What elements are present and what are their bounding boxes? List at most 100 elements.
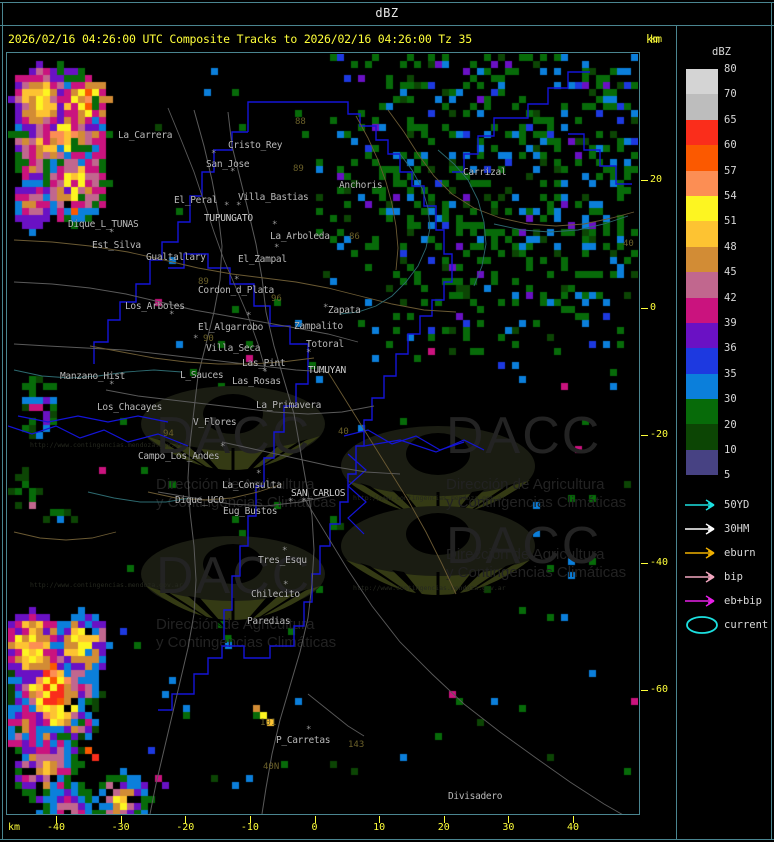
place-label: Chilecito	[251, 589, 300, 600]
frame-line-top	[0, 2, 774, 3]
place-label: Divisadero	[448, 791, 503, 802]
radar-map[interactable]: DACC DACC DACC DACC Dirección de Agricul…	[8, 54, 638, 814]
place-label: L_Sauces	[180, 370, 224, 381]
place-marker-icon: *	[272, 220, 278, 230]
colorbar-tick-label: 57	[724, 164, 737, 177]
place-label: Gualtallary	[146, 252, 206, 263]
legend-label: 30HM	[724, 523, 750, 535]
colorbar-tick-label: 30	[724, 393, 737, 406]
legend-row	[684, 616, 722, 636]
place-label: Anchoris	[339, 180, 383, 191]
place-label: Zampalito	[294, 321, 343, 332]
colorbar-tick-label: 51	[724, 215, 737, 228]
place-marker-icon: *	[306, 725, 312, 735]
place-label: Las_Pint	[242, 358, 286, 369]
road-number-label: 88	[295, 117, 306, 127]
x-axis-tick	[249, 816, 251, 823]
colorbar-segment	[686, 322, 718, 349]
x-axis-tick-label: -40	[47, 822, 66, 833]
place-label: TUMUYAN	[308, 365, 346, 376]
colorbar-segment	[686, 195, 718, 222]
colorbar-tick-label: 42	[724, 291, 737, 304]
road-number-label: 40	[338, 427, 349, 437]
y-axis-tick	[641, 562, 648, 564]
legend-row	[684, 496, 722, 516]
place-label: Totoral	[306, 339, 344, 350]
y-axis-tick-label: -60	[650, 684, 669, 695]
x-axis-tick-label: 40	[567, 822, 580, 833]
road-number-label: 96	[271, 294, 282, 304]
y-axis-tick-label: 0	[650, 301, 657, 313]
road-number-label: 101	[260, 718, 277, 728]
y-axis-tick	[641, 307, 648, 309]
place-label: Manzano_Hist	[60, 371, 126, 382]
legend-label: 50YD	[724, 499, 750, 511]
x-axis-tick	[379, 816, 381, 823]
legend-label: bip	[724, 571, 743, 583]
x-axis-tick-label: 30	[502, 822, 515, 833]
place-marker-icon: *	[323, 303, 329, 313]
frame-line-title-bottom	[0, 25, 774, 26]
road-number-label: 94	[163, 429, 174, 439]
place-marker-icon: *	[234, 275, 240, 285]
frame-line-panel-split	[676, 25, 677, 839]
x-axis-tick	[120, 816, 122, 823]
colorbar[interactable]	[686, 69, 718, 476]
place-marker-icon: *	[220, 442, 226, 452]
colorbar-tick-label: 39	[724, 317, 737, 329]
colorbar-tick-label: 10	[724, 444, 737, 456]
place-label: Est_Silva	[92, 240, 141, 251]
place-label: Villa_Seca	[206, 343, 261, 354]
place-marker-icon: *	[246, 311, 252, 321]
place-label: Las_Rosas	[232, 376, 281, 387]
colorbar-segment	[686, 449, 718, 476]
x-axis-tick	[508, 816, 510, 823]
place-marker-icon: *	[262, 367, 268, 377]
colorbar-tick-label: 65	[724, 113, 737, 126]
colorbar-segment	[686, 399, 718, 425]
colorbar-segment	[686, 221, 718, 247]
colorbar-segment	[686, 424, 718, 450]
place-marker-icon: *	[236, 201, 242, 211]
colorbar-segment	[686, 94, 718, 120]
legend-arrow-icon	[685, 595, 715, 607]
colorbar-tick-label: 54	[724, 190, 737, 202]
road-number-label: 40	[623, 239, 634, 249]
legend-arrow-icon	[685, 523, 715, 535]
map-border-bottom	[6, 814, 640, 815]
legend-label: current	[724, 619, 769, 631]
y-axis-tick	[641, 435, 648, 436]
y-axis-tick-label: 20	[650, 174, 663, 185]
colorbar-segment	[686, 170, 718, 196]
place-label: Cristo_Rey	[228, 140, 283, 151]
place-marker-icon: *	[109, 228, 115, 238]
colorbar-segment	[686, 373, 718, 400]
colorbar-segment	[686, 272, 718, 298]
y-axis-tick-label: -40	[650, 556, 669, 568]
place-label: El_Algarrobo	[198, 322, 264, 333]
place-label: Carrizal	[463, 167, 507, 178]
place-marker-icon: *	[283, 580, 289, 590]
place-label: Campo_Los_Andes	[138, 451, 220, 462]
place-label: La_Arboleda	[270, 231, 330, 242]
place-marker-icon: *	[169, 310, 175, 320]
place-label: P_Carretas	[276, 735, 331, 746]
x-axis-tick-label: -30	[111, 822, 130, 833]
x-axis-tick	[56, 816, 57, 823]
place-marker-icon: *	[193, 334, 199, 344]
x-axis-unit: km	[8, 822, 21, 833]
x-axis-tick	[314, 816, 316, 823]
place-marker-icon: *	[288, 497, 294, 507]
road-number-label: 86	[349, 232, 360, 242]
x-axis-tick-label: 0	[311, 822, 318, 833]
legend-ellipse-icon	[686, 616, 718, 634]
place-label: La_Consulta	[222, 480, 282, 491]
x-axis-tick	[443, 816, 445, 823]
place-label: Dique_L_TUNAS	[68, 219, 139, 230]
colorbar-segment	[686, 246, 718, 273]
place-label: San_Jose	[206, 159, 250, 170]
colorbar-tick-label: 60	[724, 139, 737, 152]
x-axis-tick-label: -20	[176, 822, 195, 833]
frame-line-bottom	[0, 839, 774, 840]
